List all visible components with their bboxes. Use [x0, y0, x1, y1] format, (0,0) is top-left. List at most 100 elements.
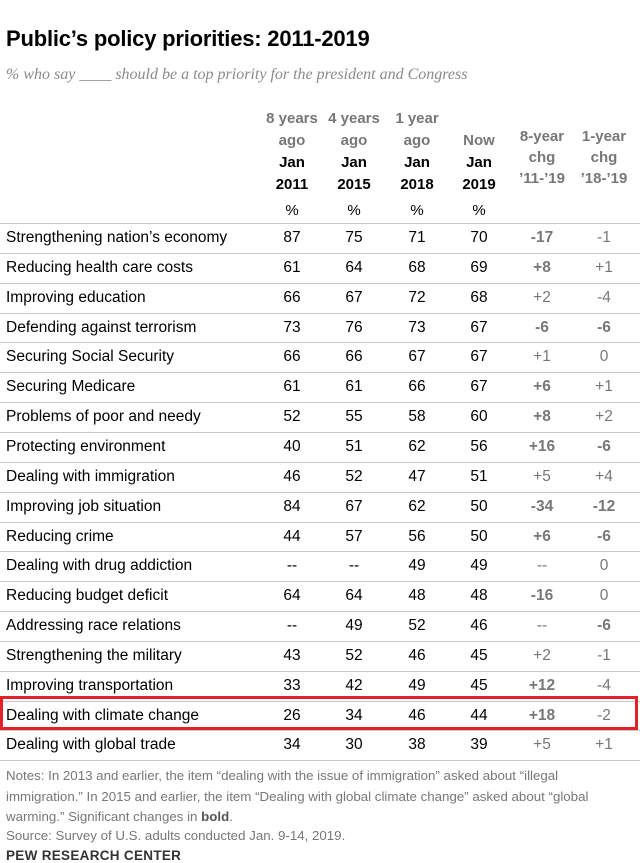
value-cell-v2018: 67: [408, 348, 426, 366]
value-cell-v2019: 50: [470, 527, 488, 545]
notes-text: Notes: In 2013 and earlier, the item “de…: [6, 768, 589, 824]
table-row: Securing Medicare 61 61 66 67 +6 +1: [0, 372, 640, 402]
value-cell-v2011: 61: [283, 258, 301, 276]
value-cell-v2011: 64: [283, 587, 301, 605]
column-header-mon: Jan: [404, 154, 430, 171]
value-cell-v2011: 66: [283, 288, 301, 306]
value-cell-v2019: 44: [470, 706, 488, 724]
row-divider: [0, 611, 640, 613]
value-cell-v2018: 49: [408, 557, 426, 575]
value-cell-v2015: 66: [345, 348, 363, 366]
value-cell-v2019: 39: [470, 736, 488, 754]
row-divider: [0, 551, 640, 553]
table-row-highlighted: Dealing with climate change 26 34 46 44 +18 -2: [0, 701, 640, 731]
value-cell-v2011: 33: [283, 676, 301, 694]
value-cell-v2011: 44: [283, 527, 301, 545]
value-cell-v2015: 55: [345, 408, 363, 426]
row-divider: [0, 670, 640, 672]
row-divider: [0, 282, 640, 284]
change-column-header-line1: 8-year: [519, 128, 565, 145]
value-cell-v2015: 76: [345, 318, 363, 336]
value-cell-v2015: 57: [345, 527, 363, 545]
highlight-box: [0, 696, 638, 730]
value-cell-v2019: 67: [470, 318, 488, 336]
value-cell-v2015: 30: [345, 736, 363, 754]
row-label: Dealing with global trade: [6, 736, 176, 754]
change-cell-chg8: +1: [533, 348, 551, 366]
column-header-mon: Jan: [466, 154, 492, 171]
value-cell-v2015: 42: [345, 676, 363, 694]
change-cell-chg1: 0: [599, 557, 609, 575]
value-cell-v2015: 67: [345, 288, 363, 306]
value-cell-v2018: 47: [408, 467, 426, 485]
column-header-pct: %: [285, 202, 299, 219]
row-label: Securing Medicare: [6, 378, 136, 396]
change-cell-chg1: -12: [592, 497, 616, 515]
change-cell-chg1: -1: [597, 646, 611, 664]
table-row: Securing Social Security 66 66 67 67 +1 0: [0, 342, 640, 372]
table-row: Improving transportation 33 42 49 45 +12 -4: [0, 671, 640, 701]
row-label: Improving transportation: [6, 676, 174, 694]
row-label: Reducing budget deficit: [6, 587, 169, 605]
change-cell-chg1: -6: [597, 318, 611, 336]
chart-title: Public’s policy priorities: 2011-2019: [6, 26, 370, 51]
change-column-header-line2: chg: [590, 149, 618, 166]
row-divider: [0, 461, 640, 463]
value-cell-v2015: 34: [345, 706, 363, 724]
change-cell-chg1: -6: [597, 437, 611, 455]
value-cell-v2015: --: [348, 557, 360, 575]
change-cell-chg1: +1: [595, 258, 613, 276]
value-cell-v2011: 66: [283, 348, 301, 366]
value-cell-v2015: 61: [345, 378, 363, 396]
column-header-1: 4 years ago Jan 2015%: [324, 108, 384, 222]
value-cell-v2011: 26: [283, 706, 301, 724]
value-cell-v2018: 48: [408, 587, 426, 605]
row-divider: [0, 491, 640, 493]
value-cell-v2019: 69: [470, 258, 488, 276]
change-column-header-line3: ’11-’19: [519, 170, 565, 187]
column-header-ago: 8 years: [266, 110, 318, 127]
value-cell-v2018: 62: [408, 437, 426, 455]
value-cell-v2011: 52: [283, 408, 301, 426]
column-header-3: Now Jan 2019%: [449, 108, 509, 222]
column-header-mon: Jan: [341, 154, 367, 171]
notes-text-end: .: [229, 809, 233, 824]
value-cell-v2015: 75: [345, 229, 363, 246]
value-cell-v2018: 66: [408, 378, 426, 396]
value-cell-v2019: 48: [470, 587, 488, 605]
change-cell-chg8: -34: [530, 497, 554, 515]
value-cell-v2018: 73: [408, 318, 426, 336]
change-cell-chg8: +2: [533, 646, 551, 664]
change-cell-chg8: --: [536, 557, 548, 575]
value-cell-v2018: 72: [408, 288, 426, 306]
row-label: Reducing crime: [6, 527, 114, 545]
value-cell-v2019: 60: [470, 408, 488, 426]
source-note: Source: Survey of U.S. adults conducted …: [6, 828, 346, 843]
change-cell-chg1: -4: [597, 288, 611, 306]
table-row: Reducing budget deficit 64 64 48 48 -16 0: [0, 581, 640, 611]
change-cell-chg8: +16: [528, 437, 556, 455]
value-cell-v2011: --: [286, 557, 298, 575]
column-header-yr: 2019: [462, 176, 496, 193]
table-row: Dealing with global trade 34 30 38 39 +5 +1: [0, 730, 640, 760]
value-cell-v2019: 45: [470, 646, 488, 664]
table-row: Improving education 66 67 72 68 +2 -4: [0, 283, 640, 313]
column-header-mon: Jan: [279, 154, 305, 171]
change-cell-chg1: -6: [597, 527, 611, 545]
value-cell-v2018: 52: [408, 617, 426, 635]
change-cell-chg8: -6: [535, 318, 549, 336]
change-cell-chg8: +6: [533, 527, 551, 545]
column-header-pct: %: [472, 202, 486, 219]
table-row: Protecting environment 40 51 62 56 +16 -6: [0, 432, 640, 462]
row-label: Improving job situation: [6, 497, 162, 515]
notes-bold-word: bold: [201, 809, 230, 824]
row-divider: [0, 730, 640, 732]
change-cell-chg1: -2: [597, 706, 611, 724]
change-cell-chg1: -4: [597, 676, 611, 694]
row-divider: [0, 312, 640, 314]
column-header-yr: 2018: [400, 176, 434, 193]
column-header-yr: 2011: [275, 176, 309, 193]
value-cell-v2018: 62: [408, 497, 426, 515]
column-header-ago: ago: [340, 132, 368, 149]
value-cell-v2018: 49: [408, 676, 426, 694]
